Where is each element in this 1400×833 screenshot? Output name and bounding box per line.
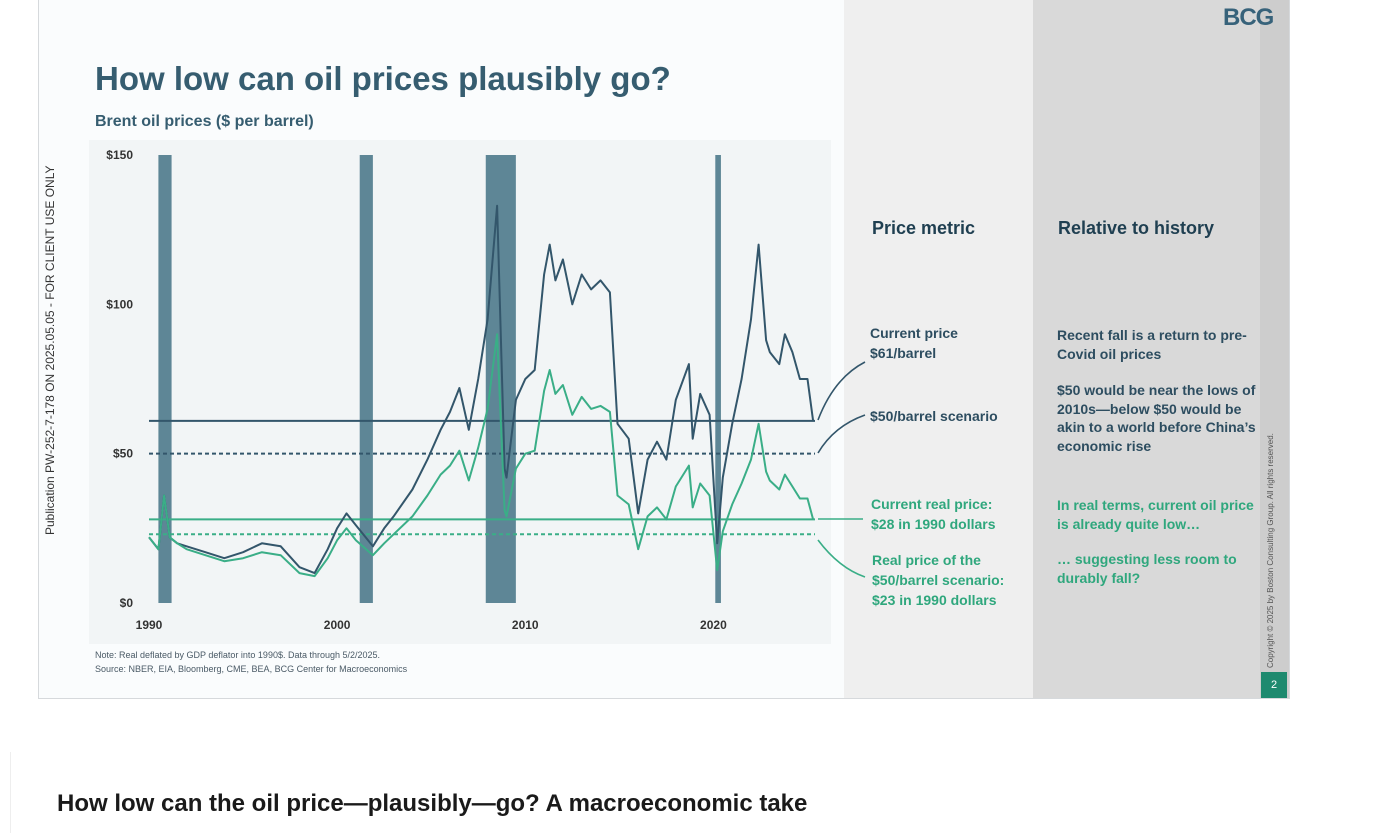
slide-title: How low can oil prices plausibly go? (95, 60, 671, 97)
y-tick-label: $50 (113, 447, 133, 461)
y-tick-label: $100 (106, 297, 133, 311)
real-scenario-annotation: Real price of the $50/barrel scenario: $… (872, 552, 1005, 608)
page-number: 2 (1261, 672, 1287, 698)
chart-subtitle: Brent oil prices ($ per barrel) (95, 113, 314, 130)
slide-margin-strip (1260, 0, 1289, 698)
oil-price-chart: $0 $50 $100 $150 1990 2000 2010 2020 (89, 140, 831, 644)
current-price-annotation: Current price $61/barrel (870, 325, 958, 361)
history-note-less-room: … suggesting less room to durably fall? (1057, 551, 1237, 586)
article-divider (10, 752, 11, 833)
price-series-line-1 (148, 333, 815, 578)
article-title: How low can the oil price—plausibly—go? … (57, 790, 808, 817)
copyright-notice: Copyright © 2025 by Boston Consulting Gr… (1266, 433, 1275, 668)
price-metric-column (844, 0, 1033, 698)
recession-band-0 (158, 155, 172, 603)
history-note-precovid: Recent fall is a return to pre-Covid oil… (1057, 327, 1247, 362)
history-note-real-low: In real terms, current oil price is alre… (1057, 497, 1254, 532)
publication-tag: Publication PW-252-7-178 ON 2025.05.05 -… (43, 165, 57, 536)
history-column (1033, 0, 1260, 698)
recession-band-1 (359, 155, 373, 603)
history-heading: Relative to history (1058, 218, 1215, 238)
bcg-logo: BCG (1223, 4, 1274, 31)
scenario-annotation: $50/barrel scenario (870, 408, 998, 424)
y-tick-label: $150 (106, 148, 133, 162)
x-tick-label: 2020 (700, 618, 727, 632)
x-tick-label: 2000 (324, 618, 351, 632)
slide: BCG How low can oil prices plausibly go?… (38, 0, 1290, 699)
chart-note: Note: Real deflated by GDP deflator into… (95, 650, 381, 660)
history-note-2010s-lows: $50 would be near the lows of 2010s—belo… (1057, 382, 1256, 454)
recession-band-2 (485, 155, 516, 603)
price-metric-heading: Price metric (872, 218, 976, 238)
recession-band-3 (715, 155, 721, 603)
y-tick-label: $0 (120, 596, 134, 610)
chart-source: Source: NBER, EIA, Bloomberg, CME, BEA, … (95, 664, 408, 674)
x-tick-label: 1990 (136, 618, 163, 632)
x-tick-label: 2010 (512, 618, 539, 632)
current-real-annotation: Current real price: $28 in 1990 dollars (871, 496, 996, 532)
price-series-line-0 (148, 204, 815, 575)
